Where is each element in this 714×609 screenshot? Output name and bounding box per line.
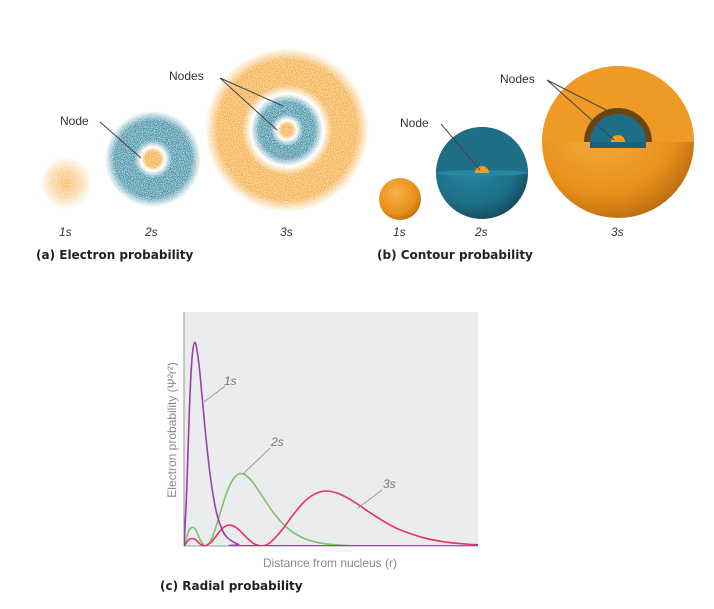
sphere-3s (542, 66, 694, 218)
caption-b: (b) Contour probability (377, 248, 533, 262)
leader-1s (203, 385, 226, 403)
label-2s-b: 2s (474, 225, 488, 239)
caption-a: (a) Electron probability (36, 248, 194, 262)
panel-contour-probability: Node Nodes 1s 2s 3s (b) Contour probabil… (377, 66, 694, 262)
node-label-b: Node (400, 116, 429, 130)
label-3s-a: 3s (280, 225, 293, 239)
label-3s-b: 3s (611, 225, 624, 239)
x-axis-label: Distance from nucleus (r) (263, 556, 397, 570)
nodes-label-a: Nodes (169, 69, 204, 83)
panel-radial-probability: 1s 2s 3s Distance from nucleus (r) Elect… (160, 312, 478, 593)
sphere-2s (436, 127, 528, 219)
curve-label-1s: 1s (224, 374, 237, 388)
label-1s-b: 1s (393, 225, 406, 239)
sphere-1s (379, 178, 421, 220)
nodes-leader-a (219, 77, 284, 131)
cloud-3s (205, 48, 369, 212)
leader-2s (242, 447, 271, 475)
node-label-a: Node (60, 114, 89, 128)
curve-3s (184, 490, 478, 546)
cloud-2s (105, 111, 201, 207)
plot-area (184, 312, 478, 546)
curve-1s (184, 341, 478, 546)
label-1s-a: 1s (59, 225, 72, 239)
caption-c: (c) Radial probability (160, 579, 303, 593)
curve-label-3s: 3s (383, 477, 396, 491)
node-leader-b (440, 123, 481, 171)
y-axis-label: Electron probability (Ψ²r²) (165, 362, 179, 497)
curve-label-2s: 2s (270, 435, 284, 449)
cloud-1s (40, 157, 92, 209)
label-2s-a: 2s (144, 225, 158, 239)
nodes-label-b: Nodes (500, 72, 535, 86)
node-leader-a (99, 121, 142, 159)
leader-3s (357, 489, 383, 509)
panel-electron-probability: Node Nodes 1s 2s 3s (a) Electron probabi… (36, 48, 369, 262)
nodes-leader-b (546, 79, 615, 141)
